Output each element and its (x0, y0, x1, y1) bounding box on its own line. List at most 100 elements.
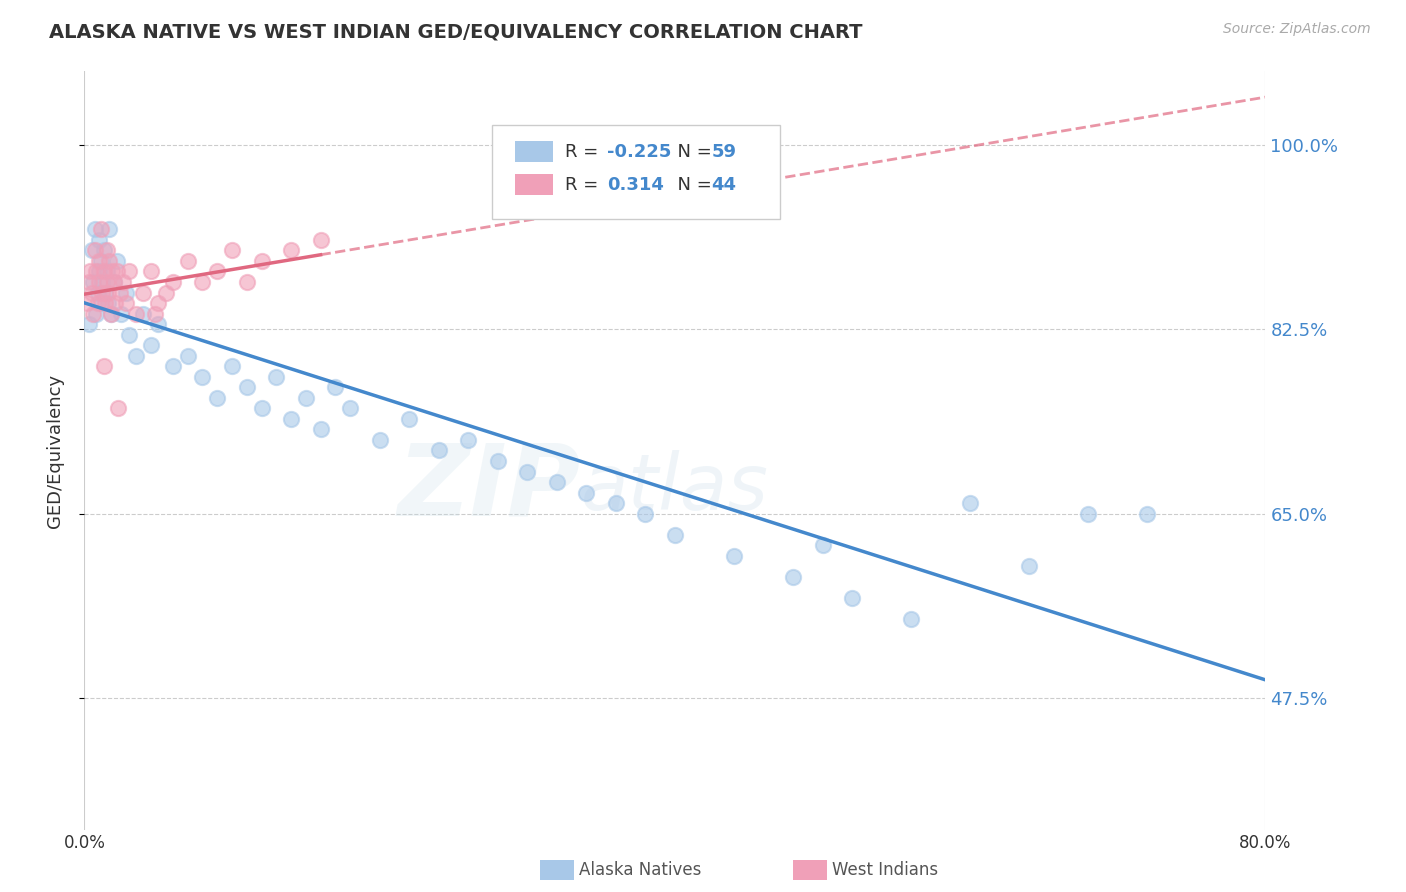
Point (87, 264, 111, 278)
Point (516, 465, 538, 479)
Text: 44: 44 (711, 176, 737, 194)
Point (309, 233, 332, 247)
Point (103, 275, 125, 289)
Point (162, 359, 184, 374)
Point (782, 570, 804, 584)
Text: Alaska Natives: Alaska Natives (579, 861, 702, 879)
Text: R =: R = (565, 143, 605, 161)
Point (191, 275, 214, 289)
Point (87, 275, 111, 289)
Point (77, 275, 100, 289)
Text: ZIP: ZIP (398, 440, 581, 537)
Point (139, 338, 162, 352)
Point (339, 401, 361, 416)
Point (105, 264, 128, 278)
Text: N =: N = (666, 176, 718, 194)
Point (221, 244, 243, 258)
Point (207, 391, 229, 405)
Point (250, 401, 273, 416)
Point (114, 285, 136, 300)
Text: 59: 59 (711, 143, 737, 161)
Point (84, 264, 107, 278)
Text: 0.314: 0.314 (607, 176, 664, 194)
Point (80, 285, 103, 300)
Point (250, 254, 273, 268)
Point (236, 380, 259, 394)
Point (104, 296, 127, 310)
Point (266, 369, 288, 384)
Point (103, 275, 125, 289)
Point (575, 485, 598, 500)
Point (96, 275, 118, 289)
Point (91, 285, 114, 300)
Point (98, 254, 121, 268)
Point (77, 317, 100, 331)
Point (98, 222, 121, 236)
Point (76, 296, 98, 310)
Point (427, 443, 450, 458)
Text: N =: N = (666, 143, 718, 161)
Point (105, 254, 128, 268)
Point (132, 307, 155, 321)
Point (207, 264, 229, 278)
Point (309, 422, 332, 436)
Point (84, 307, 107, 321)
Point (101, 264, 124, 278)
Point (811, 538, 834, 552)
Point (90, 222, 112, 236)
Point (280, 412, 302, 426)
Point (108, 285, 131, 300)
Point (86, 296, 108, 310)
Text: -0.225: -0.225 (607, 143, 672, 161)
Point (94, 296, 117, 310)
Point (97, 285, 120, 300)
Point (959, 496, 981, 510)
Point (398, 412, 420, 426)
Text: West Indians: West Indians (832, 861, 938, 879)
Point (100, 307, 122, 321)
Point (162, 275, 184, 289)
Point (96, 264, 118, 278)
Point (177, 349, 200, 363)
Point (1077, 507, 1099, 521)
Point (97, 296, 120, 310)
Point (83, 244, 105, 258)
Point (93, 359, 115, 374)
Point (94, 285, 117, 300)
Point (325, 380, 347, 394)
Text: Source: ZipAtlas.com: Source: ZipAtlas.com (1223, 22, 1371, 37)
Point (82, 307, 104, 321)
Text: R =: R = (565, 176, 610, 194)
Point (118, 327, 141, 342)
Point (221, 359, 243, 374)
Point (96, 244, 118, 258)
Point (295, 391, 318, 405)
Point (143, 307, 166, 321)
Point (110, 307, 132, 321)
Point (107, 401, 129, 416)
Point (111, 275, 134, 289)
Point (100, 307, 122, 321)
Point (93, 264, 115, 278)
Point (605, 496, 627, 510)
Point (90, 296, 112, 310)
Point (80, 244, 103, 258)
Point (1136, 507, 1159, 521)
Point (87, 233, 111, 247)
Point (664, 527, 686, 541)
Point (177, 254, 200, 268)
Text: atlas: atlas (581, 450, 768, 526)
Point (280, 244, 302, 258)
Point (841, 591, 863, 605)
Point (368, 433, 391, 447)
Point (114, 296, 136, 310)
Point (87, 254, 111, 268)
Point (155, 285, 177, 300)
Point (82, 275, 104, 289)
Point (139, 264, 162, 278)
Point (93, 244, 115, 258)
Point (546, 475, 568, 489)
Point (723, 549, 745, 563)
Point (79, 264, 101, 278)
Text: ALASKA NATIVE VS WEST INDIAN GED/EQUIVALENCY CORRELATION CHART: ALASKA NATIVE VS WEST INDIAN GED/EQUIVAL… (49, 22, 863, 41)
